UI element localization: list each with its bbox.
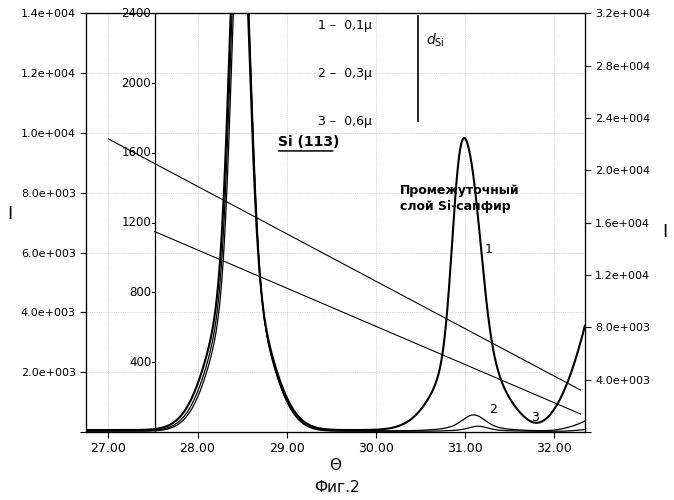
X-axis label: Θ: Θ [330, 458, 342, 473]
Text: 3 –  0,6μ: 3 – 0,6μ [317, 115, 371, 128]
Text: $d_{\rm Si}$: $d_{\rm Si}$ [427, 32, 445, 49]
Text: 1 –  0,1μ: 1 – 0,1μ [317, 20, 371, 32]
Text: Промежуточный
слой Si-сапфир: Промежуточный слой Si-сапфир [400, 184, 519, 213]
Text: Фиг.2: Фиг.2 [314, 480, 360, 495]
Text: 1: 1 [484, 242, 492, 256]
Text: 3: 3 [531, 411, 539, 424]
Y-axis label: I: I [662, 222, 667, 240]
Text: Si (113): Si (113) [278, 135, 339, 149]
Text: 1600: 1600 [121, 146, 151, 160]
Text: 400: 400 [129, 356, 151, 368]
Text: 2 –  0,3μ: 2 – 0,3μ [317, 67, 371, 80]
Text: 2400: 2400 [121, 7, 151, 20]
Text: 2: 2 [489, 404, 497, 416]
Text: 800: 800 [129, 286, 151, 299]
Text: 1200: 1200 [121, 216, 151, 229]
Text: 2000: 2000 [121, 76, 151, 90]
Y-axis label: I: I [7, 204, 12, 222]
